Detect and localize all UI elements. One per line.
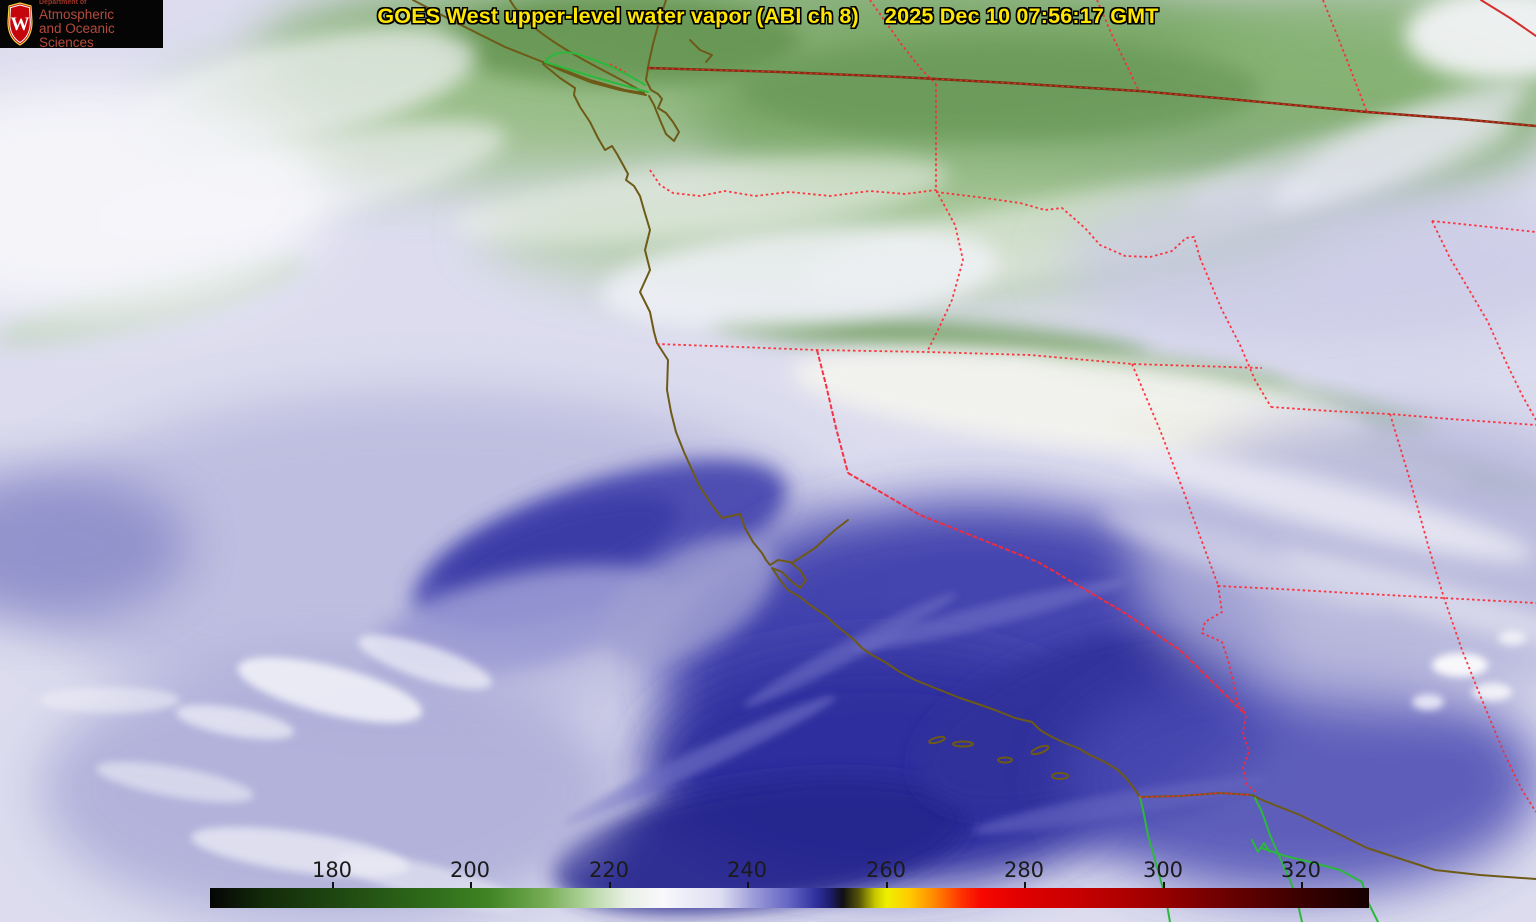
image-title: GOES West upper-level water vapor (ABI c… bbox=[0, 4, 1536, 29]
border-37n bbox=[1217, 585, 1536, 604]
border-41n bbox=[1270, 406, 1536, 426]
border-45n bbox=[1431, 220, 1536, 233]
border-42n bbox=[656, 343, 1263, 369]
border-ca-nv-diagonal bbox=[847, 472, 1244, 713]
border-id-mt-north bbox=[869, 0, 937, 85]
border-top-right bbox=[1322, 0, 1368, 113]
border-id-mt-bitterroot bbox=[935, 191, 1201, 259]
border-or-id bbox=[927, 189, 964, 351]
border-juan-de-fuca bbox=[544, 51, 649, 93]
border-id-wy bbox=[1199, 257, 1272, 408]
border-wa-or bbox=[649, 169, 937, 197]
logo-org-line2: and Oceanic Sciences bbox=[39, 21, 115, 50]
uw-crest-icon: W bbox=[7, 2, 33, 46]
title-product: GOES West upper-level water vapor (ABI c… bbox=[377, 4, 859, 28]
coastline-paths bbox=[412, 0, 1536, 880]
coast-bc-mainland bbox=[645, 0, 680, 142]
border-divide-wy bbox=[1431, 220, 1536, 421]
us-canada-border bbox=[646, 0, 1536, 128]
uw-aos-logo: W Department of Atmospheric and Oceanic … bbox=[0, 0, 163, 50]
border-nv-ut bbox=[1131, 363, 1219, 586]
border-bc-ab bbox=[1096, 0, 1140, 92]
state-borders bbox=[609, 0, 1536, 813]
california-borders bbox=[816, 349, 1244, 713]
coast-pacific bbox=[542, 61, 1141, 798]
logo-dept-line: Department of bbox=[39, 0, 87, 6]
border-ca-nv-vertical bbox=[816, 349, 849, 474]
border-top-right-corner bbox=[1480, 0, 1536, 37]
border-109w bbox=[1389, 413, 1536, 813]
svg-text:W: W bbox=[11, 14, 30, 35]
title-timestamp: 2025 Dec 10 07:56:17 GMT bbox=[884, 4, 1159, 28]
colorado-delta bbox=[1251, 839, 1271, 853]
logo-org-line1: Atmospheric bbox=[39, 6, 115, 22]
coast-fraser bbox=[689, 39, 713, 63]
border-mexico-dots bbox=[1139, 792, 1253, 798]
border-nv-az-river bbox=[1200, 584, 1258, 794]
coast-sf-delta bbox=[791, 519, 849, 564]
channel-islands bbox=[928, 735, 1069, 780]
